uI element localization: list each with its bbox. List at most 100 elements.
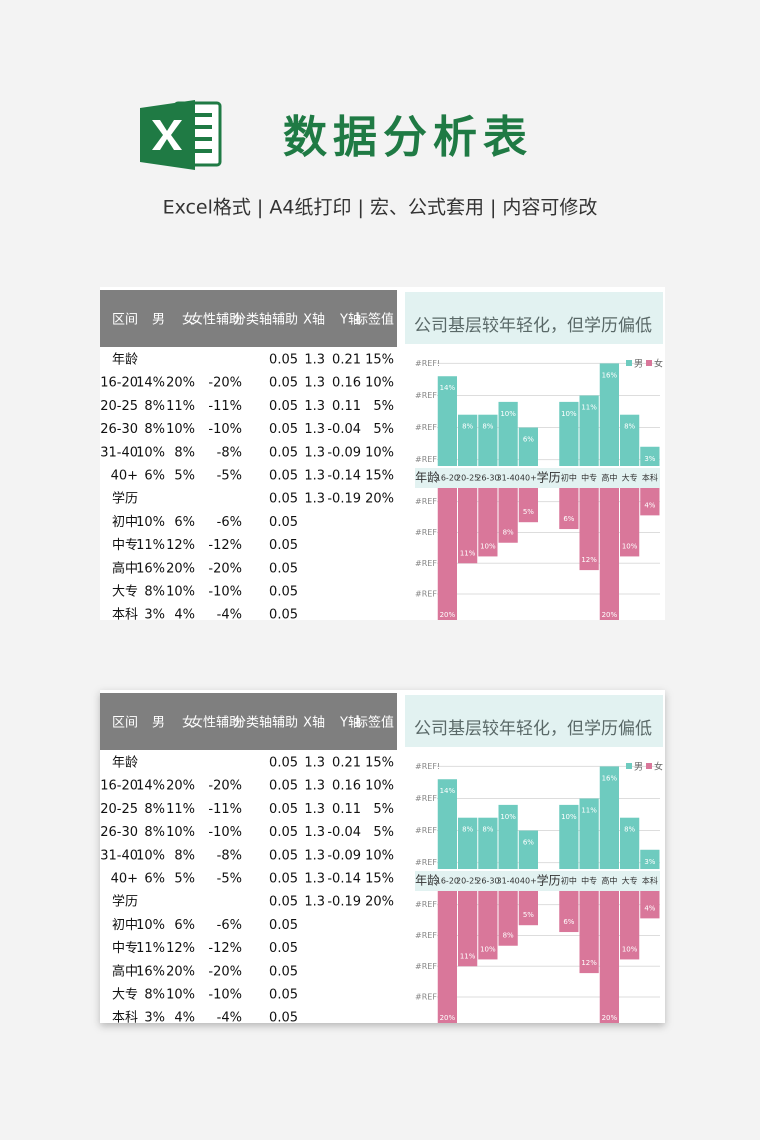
table-cell: 中专 [112,941,138,956]
legend-swatch [646,360,652,366]
table-cell: -4% [217,608,242,623]
table-cell: 大专 [112,585,138,600]
bar-label: 8% [624,423,635,431]
bar-label: 10% [622,945,638,953]
legend-label: 女 [654,358,663,370]
y2-tick-label: #REF! [415,900,440,909]
bar-male [579,798,599,869]
bar-female [599,891,619,1023]
page-title: 数据分析表 [283,112,533,163]
table-cell: 8% [144,988,165,1003]
bar-male [498,804,518,869]
column-header: 区间 [112,716,138,731]
table-cell: 中专 [112,538,138,553]
y-tick-label: #REF! [415,423,440,432]
panel-content: 区间男女女性辅助分类轴辅助 X轴 Y轴标签值年龄 0.05 1.3 0.21 15%16-2… [100,290,663,623]
table-cell: 10% [365,848,394,863]
bar-label: 20% [440,1014,456,1022]
column-header: 女 [182,312,195,328]
bar-male [640,849,660,869]
category-label: 高中 [601,473,617,483]
table-cell: 5% [373,422,394,437]
group-label: 学历 [537,873,561,888]
excel-logo [140,100,222,170]
table-cell: 26-30 [100,422,138,437]
y-tick-label: #REF! [415,826,440,835]
bar-male [559,401,579,466]
table-cell: 12% [166,538,195,553]
bar-female [478,488,498,557]
table-cell: 0.05 [269,561,298,576]
table-cell: 0.05 [269,895,298,910]
category-label: 初中 [561,473,577,483]
table-cell: 1.3 [304,492,325,507]
bar-male [518,830,538,869]
table-cell: 14% [136,376,165,391]
category-label: 20-25 [456,877,479,886]
category-label: 40+ [520,474,537,483]
table-cell: 16% [136,964,165,979]
table-cell: -6% [217,918,242,933]
bar-female [579,488,599,571]
y-tick-label: #REF! [415,858,440,867]
column-header: 男 [152,313,165,328]
bar-label: 10% [480,542,496,550]
bar-label: 10% [622,542,638,550]
table-cell: 1.3 [304,802,325,817]
table-cell: 14% [136,779,165,794]
bar-female [518,891,538,926]
legend-label: 男 [634,762,643,773]
table-cell: 3% [144,608,165,623]
table-cell: 10% [136,445,165,460]
table-cell: 初中 [112,515,138,530]
column-header: Y轴 [339,313,361,328]
table-cell: 15% [365,872,394,887]
bar-female [498,891,518,946]
table-cell: -20% [208,561,242,576]
table-cell: 20% [166,779,195,794]
category-label: 中专 [581,876,597,886]
bar-label: 8% [482,423,493,431]
bar-male [640,446,660,466]
table-cell: 1.3 [304,469,325,484]
group-label: 年龄 [415,471,439,485]
y2-tick-label: #REF! [415,993,440,1002]
bar-label: 8% [482,826,493,834]
table-cell: 0.05 [269,964,298,979]
panel-body: 区间男女女性辅助分类轴辅助 X轴 Y轴标签值年龄 0.05 1.3 0.21 15%16-2… [100,290,663,623]
table-cell: 0.05 [269,492,298,507]
table-cell: -6% [217,515,242,530]
category-label: 高中 [601,876,617,886]
bar-male [437,779,457,869]
column-header: X轴 [303,313,325,328]
y-tick-label: #REF! [415,391,440,400]
chart-title: 公司基层较年轻化，但学历偏低 [414,719,652,739]
bar-label: 8% [503,932,514,940]
sheet-panel: 区间男女女性辅助分类轴辅助 X轴 Y轴标签值年龄 0.05 1.3 0.21 15%16-2… [100,690,665,1026]
table-cell: 26-30 [100,825,138,840]
table-cell: -4% [217,1011,242,1026]
table-cell: 0.16 [332,779,361,794]
bar-label: 20% [440,611,456,619]
category-band [415,468,660,488]
table-cell: 11% [166,802,195,817]
table-cell: -0.09 [327,445,361,460]
table-cell: -10% [208,585,242,600]
bar-label: 10% [500,813,516,821]
bar-label: 6% [523,839,534,847]
table-cell: 40+ [111,469,138,484]
bar-label: 4% [644,501,655,509]
bar-label: 3% [644,455,655,463]
table-cell: 大专 [112,988,138,1003]
table-cell: 0.16 [332,376,361,391]
table-cell: 0.05 [269,353,298,368]
table-cell: 4% [174,1011,195,1026]
bar-male [518,427,538,466]
chart-title: 公司基层较年轻化，但学历偏低 [414,316,652,336]
table-cell: 本科 [112,1011,138,1026]
table-cell: 6% [144,469,165,484]
bar-female [437,488,457,620]
table-cell: -20% [208,779,242,794]
bar-female [458,488,478,564]
